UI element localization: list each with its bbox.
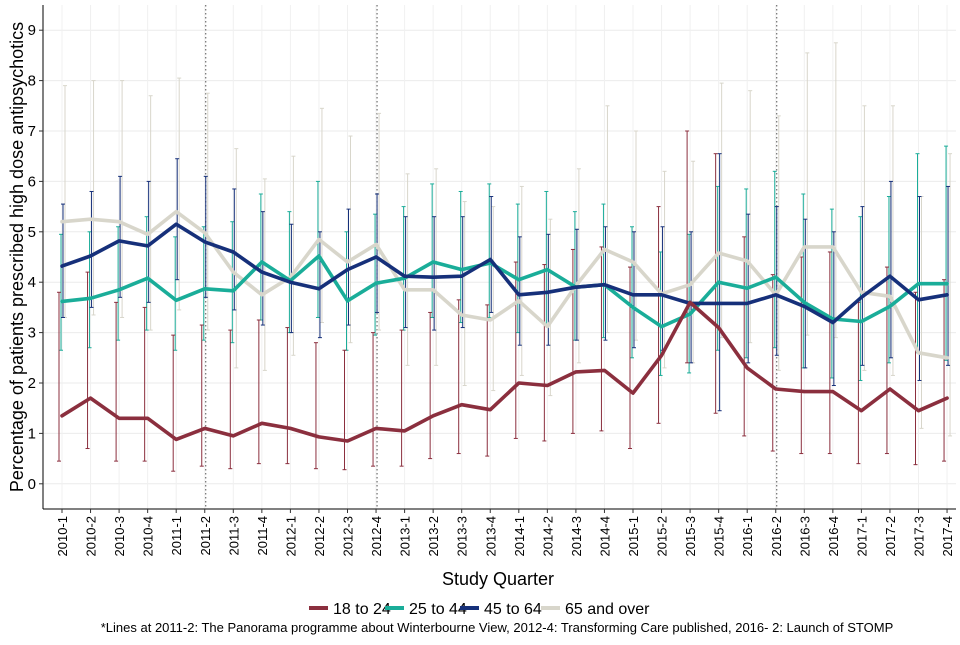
y-tick-label: 5 xyxy=(28,224,36,241)
legend-label: 18 to 24 xyxy=(333,601,391,618)
x-axis-title: Study Quarter xyxy=(442,569,554,589)
series-line-45-to-64 xyxy=(60,222,949,325)
x-tick-label: 2014-4 xyxy=(597,516,612,556)
x-tick-label: 2010-2 xyxy=(84,516,99,556)
y-tick-labels: 0 1 2 3 4 5 6 7 8 9 xyxy=(28,22,43,493)
x-tick-label: 2015-4 xyxy=(712,516,727,556)
footnote: *Lines at 2011-2: The Panorama programme… xyxy=(101,620,894,635)
x-tick-label: 2012-1 xyxy=(283,516,298,556)
x-tick-label: 2016-4 xyxy=(826,516,841,556)
series-lines xyxy=(60,209,949,443)
x-tick-label: 2012-3 xyxy=(341,516,356,556)
x-tick-label: 2011-4 xyxy=(255,516,270,556)
x-tick-label: 2014-2 xyxy=(540,516,555,556)
grid xyxy=(43,5,956,509)
x-tick-label: 2016-3 xyxy=(797,516,812,556)
y-tick-label: 3 xyxy=(28,325,36,342)
y-tick-label: 2 xyxy=(28,375,36,392)
series-line-18-to-24 xyxy=(60,300,949,443)
y-tick-label: 9 xyxy=(28,22,36,39)
series-line-25-to-44 xyxy=(60,254,949,329)
y-tick-label: 4 xyxy=(28,274,36,291)
x-tick-label: 2010-1 xyxy=(55,516,70,556)
legend-label: 65 and over xyxy=(565,601,650,618)
x-tick-label: 2011-2 xyxy=(198,516,213,556)
x-tick-label: 2017-3 xyxy=(912,516,927,556)
x-tick-label: 2011-1 xyxy=(169,516,184,556)
y-tick-label: 1 xyxy=(28,425,36,442)
x-tick-label: 2015-2 xyxy=(655,516,670,556)
x-tick-label: 2016-2 xyxy=(769,516,784,556)
x-tick-label: 2014-3 xyxy=(569,516,584,556)
x-tick-label: 2012-4 xyxy=(369,516,384,556)
x-tick-label: 2013-1 xyxy=(398,516,413,556)
x-tick-label: 2017-1 xyxy=(854,516,869,556)
y-tick-label: 6 xyxy=(28,173,36,190)
y-axis-title: Percentage of patients prescribed high d… xyxy=(7,22,27,492)
x-tick-label: 2013-4 xyxy=(483,516,498,556)
legend-label: 25 to 44 xyxy=(409,601,467,618)
x-tick-label: 2017-2 xyxy=(883,516,898,556)
x-tick-label: 2016-1 xyxy=(740,516,755,556)
series-line-65-and-over xyxy=(60,209,949,360)
y-tick-label: 7 xyxy=(28,123,36,140)
x-tick-label: 2017-4 xyxy=(940,516,955,556)
x-tick-label: 2014-1 xyxy=(512,516,527,556)
x-tick-label: 2012-2 xyxy=(312,516,327,556)
y-tick-label: 0 xyxy=(28,476,36,493)
x-tick-label: 2013-2 xyxy=(426,516,441,556)
x-tick-label: 2015-3 xyxy=(683,516,698,556)
error-bars xyxy=(57,42,953,472)
x-tick-label: 2010-3 xyxy=(112,516,127,556)
y-tick-label: 8 xyxy=(28,73,36,90)
x-tick-label: 2010-4 xyxy=(141,516,156,556)
x-tick-label: 2011-3 xyxy=(226,516,241,556)
x-tick-label: 2013-3 xyxy=(455,516,470,556)
x-tick-labels: 2010-1 2010-2 2010-3 2010-4 2011-1 2011-2 2011… xyxy=(55,509,955,556)
legend: 18 to 24 25 to 44 45 to 64 65 and over xyxy=(309,601,650,618)
x-tick-label: 2015-1 xyxy=(626,516,641,556)
legend-label: 45 to 64 xyxy=(484,601,542,618)
